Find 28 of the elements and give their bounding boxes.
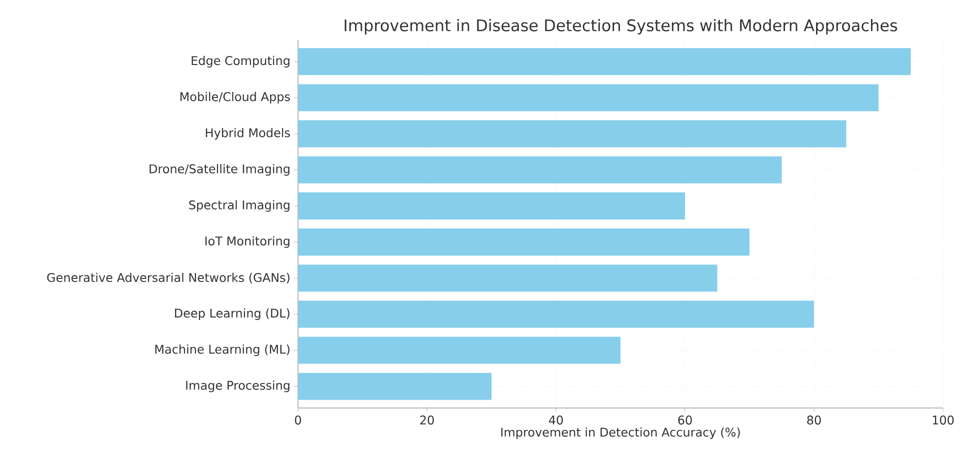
bar (298, 84, 879, 112)
x-tick-label: 40 (548, 416, 563, 425)
y-tick-label: Image Processing (186, 380, 290, 392)
y-tick-label: Edge Computing (192, 56, 290, 68)
x-tick-label: 100 (932, 416, 954, 425)
bar (298, 156, 782, 184)
y-tick-label: Drone/Satellite Imaging (150, 164, 290, 176)
bar (298, 48, 911, 76)
bar (298, 372, 492, 400)
y-tick-label: Deep Learning (DL) (175, 308, 290, 320)
y-tick-label: Spectral Imaging (189, 200, 290, 212)
bar (298, 192, 686, 220)
y-tick-label: Machine Learning (ML) (155, 344, 290, 356)
x-tick-label: 20 (420, 416, 434, 425)
x-tick-label: 0 (294, 416, 302, 425)
chart-title: Improvement in Disease Detection Systems with Modern Approaches (344, 19, 898, 34)
bar (298, 300, 814, 328)
bar (298, 264, 718, 292)
x-axis-title: Improvement in Detection Accuracy (%) (501, 427, 740, 440)
bar (298, 120, 846, 148)
y-tick-label: IoT Monitoring (205, 236, 290, 248)
x-tick-label: 80 (807, 416, 821, 425)
y-tick-label: Generative Adversarial Networks (GANs) (47, 272, 290, 284)
x-tick-label: 60 (678, 416, 692, 425)
y-tick-label: Hybrid Models (206, 128, 290, 140)
y-tick-label: Mobile/Cloud Apps (180, 92, 290, 104)
bar (298, 336, 621, 364)
bar (298, 228, 750, 256)
